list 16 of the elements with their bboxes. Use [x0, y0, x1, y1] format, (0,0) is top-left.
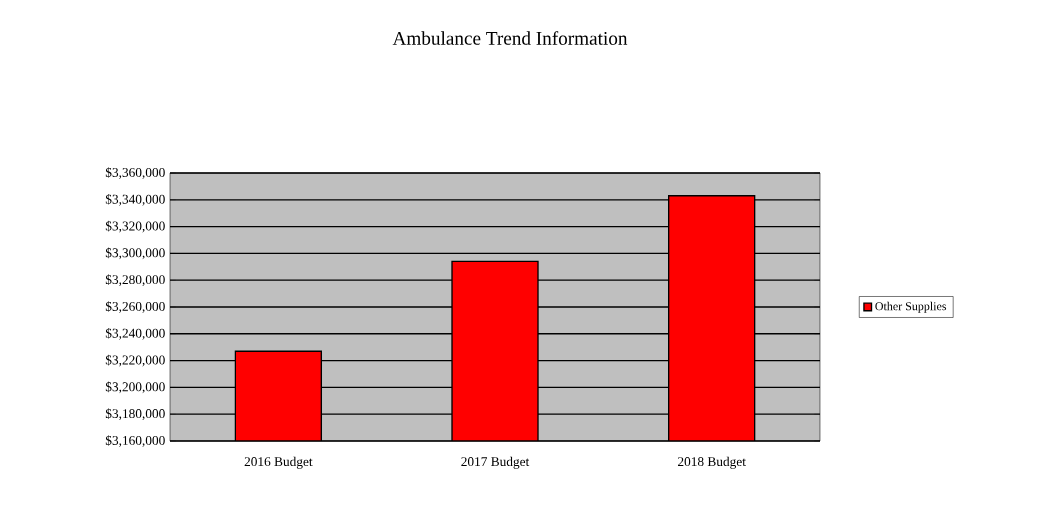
- x-tick-label: 2017 Budget: [461, 456, 530, 469]
- y-tick-label: $3,220,000: [105, 354, 165, 367]
- x-tick-label: 2018 Budget: [678, 456, 746, 469]
- y-tick-label: $3,240,000: [105, 327, 165, 340]
- y-tick-label: $3,200,000: [105, 381, 165, 394]
- y-tick-label: $3,360,000: [105, 167, 165, 179]
- x-tick-label: 2016 Budget: [244, 456, 313, 469]
- y-tick-label: $3,320,000: [105, 220, 165, 233]
- legend-label: Other Supplies: [875, 301, 947, 313]
- y-tick-label: $3,340,000: [105, 193, 165, 206]
- chart-title: Ambulance Trend Information: [392, 31, 628, 45]
- y-tick-label: $3,180,000: [105, 408, 165, 421]
- y-tick-label: $3,300,000: [105, 247, 165, 260]
- y-tick-label: $3,280,000: [105, 274, 165, 287]
- y-tick-label: $3,160,000: [105, 435, 165, 447]
- y-tick-label: $3,260,000: [105, 301, 165, 313]
